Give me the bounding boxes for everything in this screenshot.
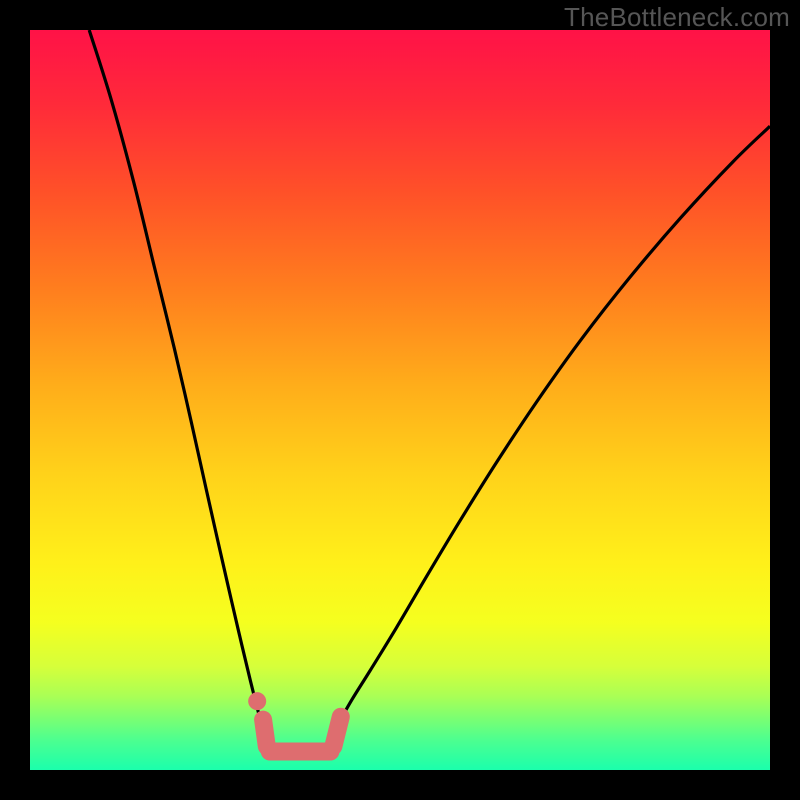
bottleneck-chart [0,0,800,800]
gradient-panel [30,30,770,770]
marker-dot [248,692,266,710]
marker-segment [263,720,267,747]
chart-frame: TheBottleneck.com [0,0,800,800]
marker-segment [333,717,340,747]
watermark-text: TheBottleneck.com [564,2,790,33]
